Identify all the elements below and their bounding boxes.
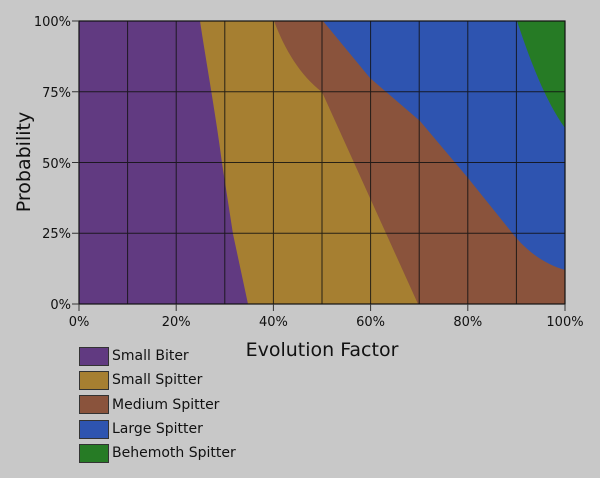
legend-label: Behemoth Spitter: [112, 445, 236, 462]
legend-label: Large Spitter: [112, 421, 203, 438]
legend-swatch: [79, 346, 109, 366]
legend-item-small-spitter: Small Spitter: [79, 368, 236, 392]
x-axis-title: Evolution Factor: [246, 339, 399, 361]
x-tick-labels: 0% 20% 40% 60% 80% 100%: [69, 315, 584, 330]
legend: Small Biter Small Spitter Medium Spitter…: [79, 344, 236, 465]
x-axis: [78, 304, 566, 311]
legend-swatch: [79, 443, 109, 463]
y-tick-label: 100%: [34, 15, 71, 30]
legend-item-medium-spitter: Medium Spitter: [79, 393, 236, 417]
legend-swatch: [79, 395, 109, 415]
y-axis-title: Probability: [13, 112, 35, 212]
x-tick-label: 100%: [546, 315, 583, 330]
legend-item-large-spitter: Large Spitter: [79, 417, 236, 441]
y-tick-label: 50%: [42, 157, 71, 172]
legend-item-behemoth-spitter: Behemoth Spitter: [79, 441, 236, 465]
legend-label: Medium Spitter: [112, 396, 220, 413]
legend-swatch: [79, 419, 109, 439]
x-tick-label: 0%: [69, 315, 90, 330]
legend-label: Small Biter: [112, 348, 189, 365]
y-tick-label: 75%: [42, 86, 71, 101]
x-tick-label: 80%: [453, 315, 482, 330]
legend-item-small-biter: Small Biter: [79, 344, 236, 368]
grid: [79, 21, 565, 304]
y-tick-labels: 100% 75% 50% 25% 0%: [34, 15, 71, 313]
y-tick-label: 25%: [42, 227, 71, 242]
y-axis: [72, 20, 79, 305]
x-tick-label: 20%: [162, 315, 191, 330]
legend-swatch: [79, 370, 109, 390]
x-tick-label: 40%: [259, 315, 288, 330]
legend-label: Small Spitter: [112, 372, 203, 389]
x-tick-label: 60%: [356, 315, 385, 330]
y-tick-label: 0%: [50, 298, 71, 313]
